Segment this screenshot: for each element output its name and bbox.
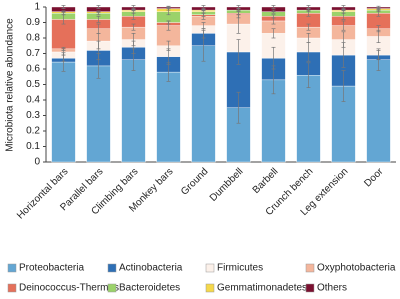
x-tick-label: Dumbbell [208, 166, 246, 204]
error-bar [341, 5, 346, 9]
y-tick-label: 1 [34, 2, 40, 13]
error-bar [131, 23, 136, 31]
error-bar [376, 25, 381, 33]
legend-label: Deinococcus-Thermus [19, 283, 119, 294]
y-tick-label: 0.6 [26, 64, 40, 75]
bar-segment [366, 59, 391, 163]
y-tick-label: 0.5 [26, 79, 40, 90]
error-bar [61, 10, 66, 13]
error-bar [61, 5, 66, 9]
bar-segment [191, 45, 216, 163]
legend-label: Gemmatimonadetes [217, 283, 307, 294]
legend-label: Others [317, 283, 347, 294]
error-bar [271, 5, 276, 9]
legend-label: Proteobacteria [19, 263, 84, 274]
bar-segment [296, 74, 321, 163]
error-bar [96, 23, 101, 34]
y-tick-label: 0 [34, 157, 40, 168]
error-bar [131, 5, 136, 9]
error-bar [341, 8, 346, 12]
error-bar [271, 14, 276, 19]
error-bar [341, 20, 346, 31]
y-tick-label: 0.2 [26, 126, 40, 137]
error-bar [201, 22, 206, 30]
error-bar [201, 8, 206, 12]
error-bar [131, 8, 136, 12]
y-tick-label: 0.9 [26, 17, 40, 28]
x-tick-label: Barbell [251, 166, 281, 196]
legend-swatch [7, 283, 17, 293]
y-tick-label: 0.8 [26, 33, 40, 44]
error-bar [96, 15, 101, 23]
legend-label: Firmicutes [217, 263, 263, 274]
error-bar [341, 31, 346, 48]
x-tick-label: Door [362, 166, 386, 190]
legend-label: Oxyphotobacteria [317, 263, 396, 274]
error-bar [341, 70, 346, 102]
legend-swatch [305, 263, 315, 273]
legend-swatch [107, 263, 117, 273]
error-bar [306, 62, 311, 88]
error-bar [61, 46, 66, 51]
error-bar [306, 5, 311, 9]
error-bar [236, 39, 241, 65]
error-bar [166, 40, 171, 51]
y-axis-label: Microbiota relative abundance [5, 18, 16, 152]
legend-swatch [205, 283, 215, 293]
error-bar [271, 28, 276, 39]
error-bar [131, 32, 136, 47]
error-bar [166, 5, 171, 9]
y-tick-label: 0.7 [26, 48, 40, 59]
legend-swatch [7, 263, 17, 273]
error-bar [376, 50, 381, 61]
error-bar [96, 10, 101, 13]
y-tick-label: 0.1 [26, 141, 40, 152]
y-tick-label: 0.3 [26, 110, 40, 121]
error-bar [166, 20, 171, 25]
error-bar [96, 5, 101, 9]
error-bar [306, 32, 311, 44]
legend-label: Bacteroidetes [119, 283, 180, 294]
legend-swatch [205, 263, 215, 273]
legend-label: Actinobacteria [119, 263, 183, 274]
error-bar [201, 5, 206, 9]
error-bar [236, 91, 241, 124]
error-bar [236, 5, 241, 9]
y-tick-label: 0.4 [26, 95, 40, 106]
x-tick-label: Ground [179, 166, 210, 197]
bar-segment [121, 59, 146, 163]
error-bar [376, 5, 381, 9]
x-tick-label: Horizontal bars [15, 166, 70, 221]
error-bar [271, 46, 276, 70]
error-bar [306, 23, 311, 31]
legend-swatch [305, 283, 315, 293]
bar-segment [51, 61, 76, 163]
bar-segment [156, 71, 181, 163]
bar-segment [86, 65, 111, 163]
legend-swatch [107, 283, 117, 293]
